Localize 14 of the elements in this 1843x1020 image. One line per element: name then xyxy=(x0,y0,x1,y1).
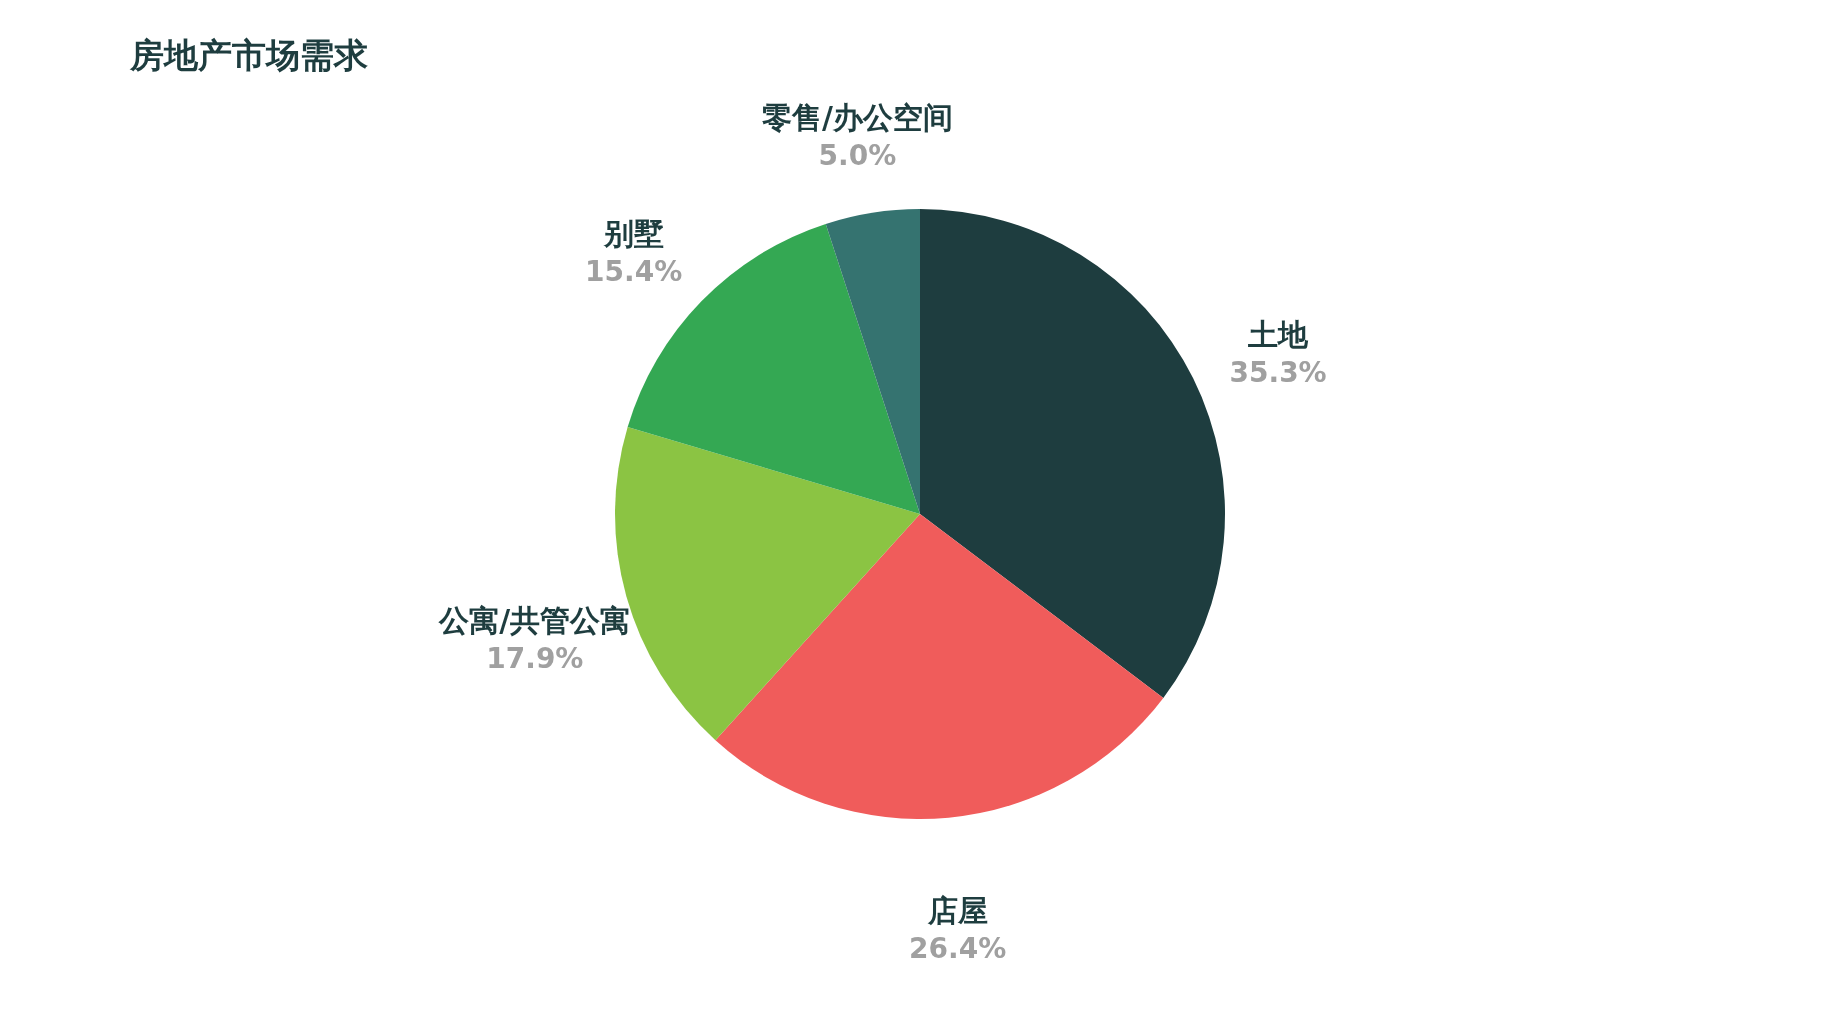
pie-slice xyxy=(920,209,1225,698)
data-label: 5.0% xyxy=(818,138,897,172)
data-label: 35.3% xyxy=(1229,355,1327,389)
pie-slice xyxy=(715,514,1164,819)
data-label: 26.4% xyxy=(909,932,1007,966)
slice-label: 土地 xyxy=(1247,316,1310,352)
slice-label: 店屋 xyxy=(926,893,988,929)
pie-slice xyxy=(825,209,920,514)
slice-label: 零售/办公空间 xyxy=(761,99,953,135)
chart-title: 房地产市场需求 xyxy=(129,35,368,75)
data-label: 17.9% xyxy=(486,641,584,675)
slice-label: 公寓/共管公寓 xyxy=(438,602,631,638)
data-label: 15.4% xyxy=(585,254,683,288)
slice-label: 别墅 xyxy=(602,215,664,251)
